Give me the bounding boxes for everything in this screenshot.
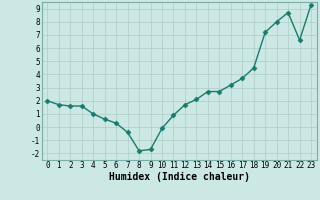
X-axis label: Humidex (Indice chaleur): Humidex (Indice chaleur)	[109, 172, 250, 182]
